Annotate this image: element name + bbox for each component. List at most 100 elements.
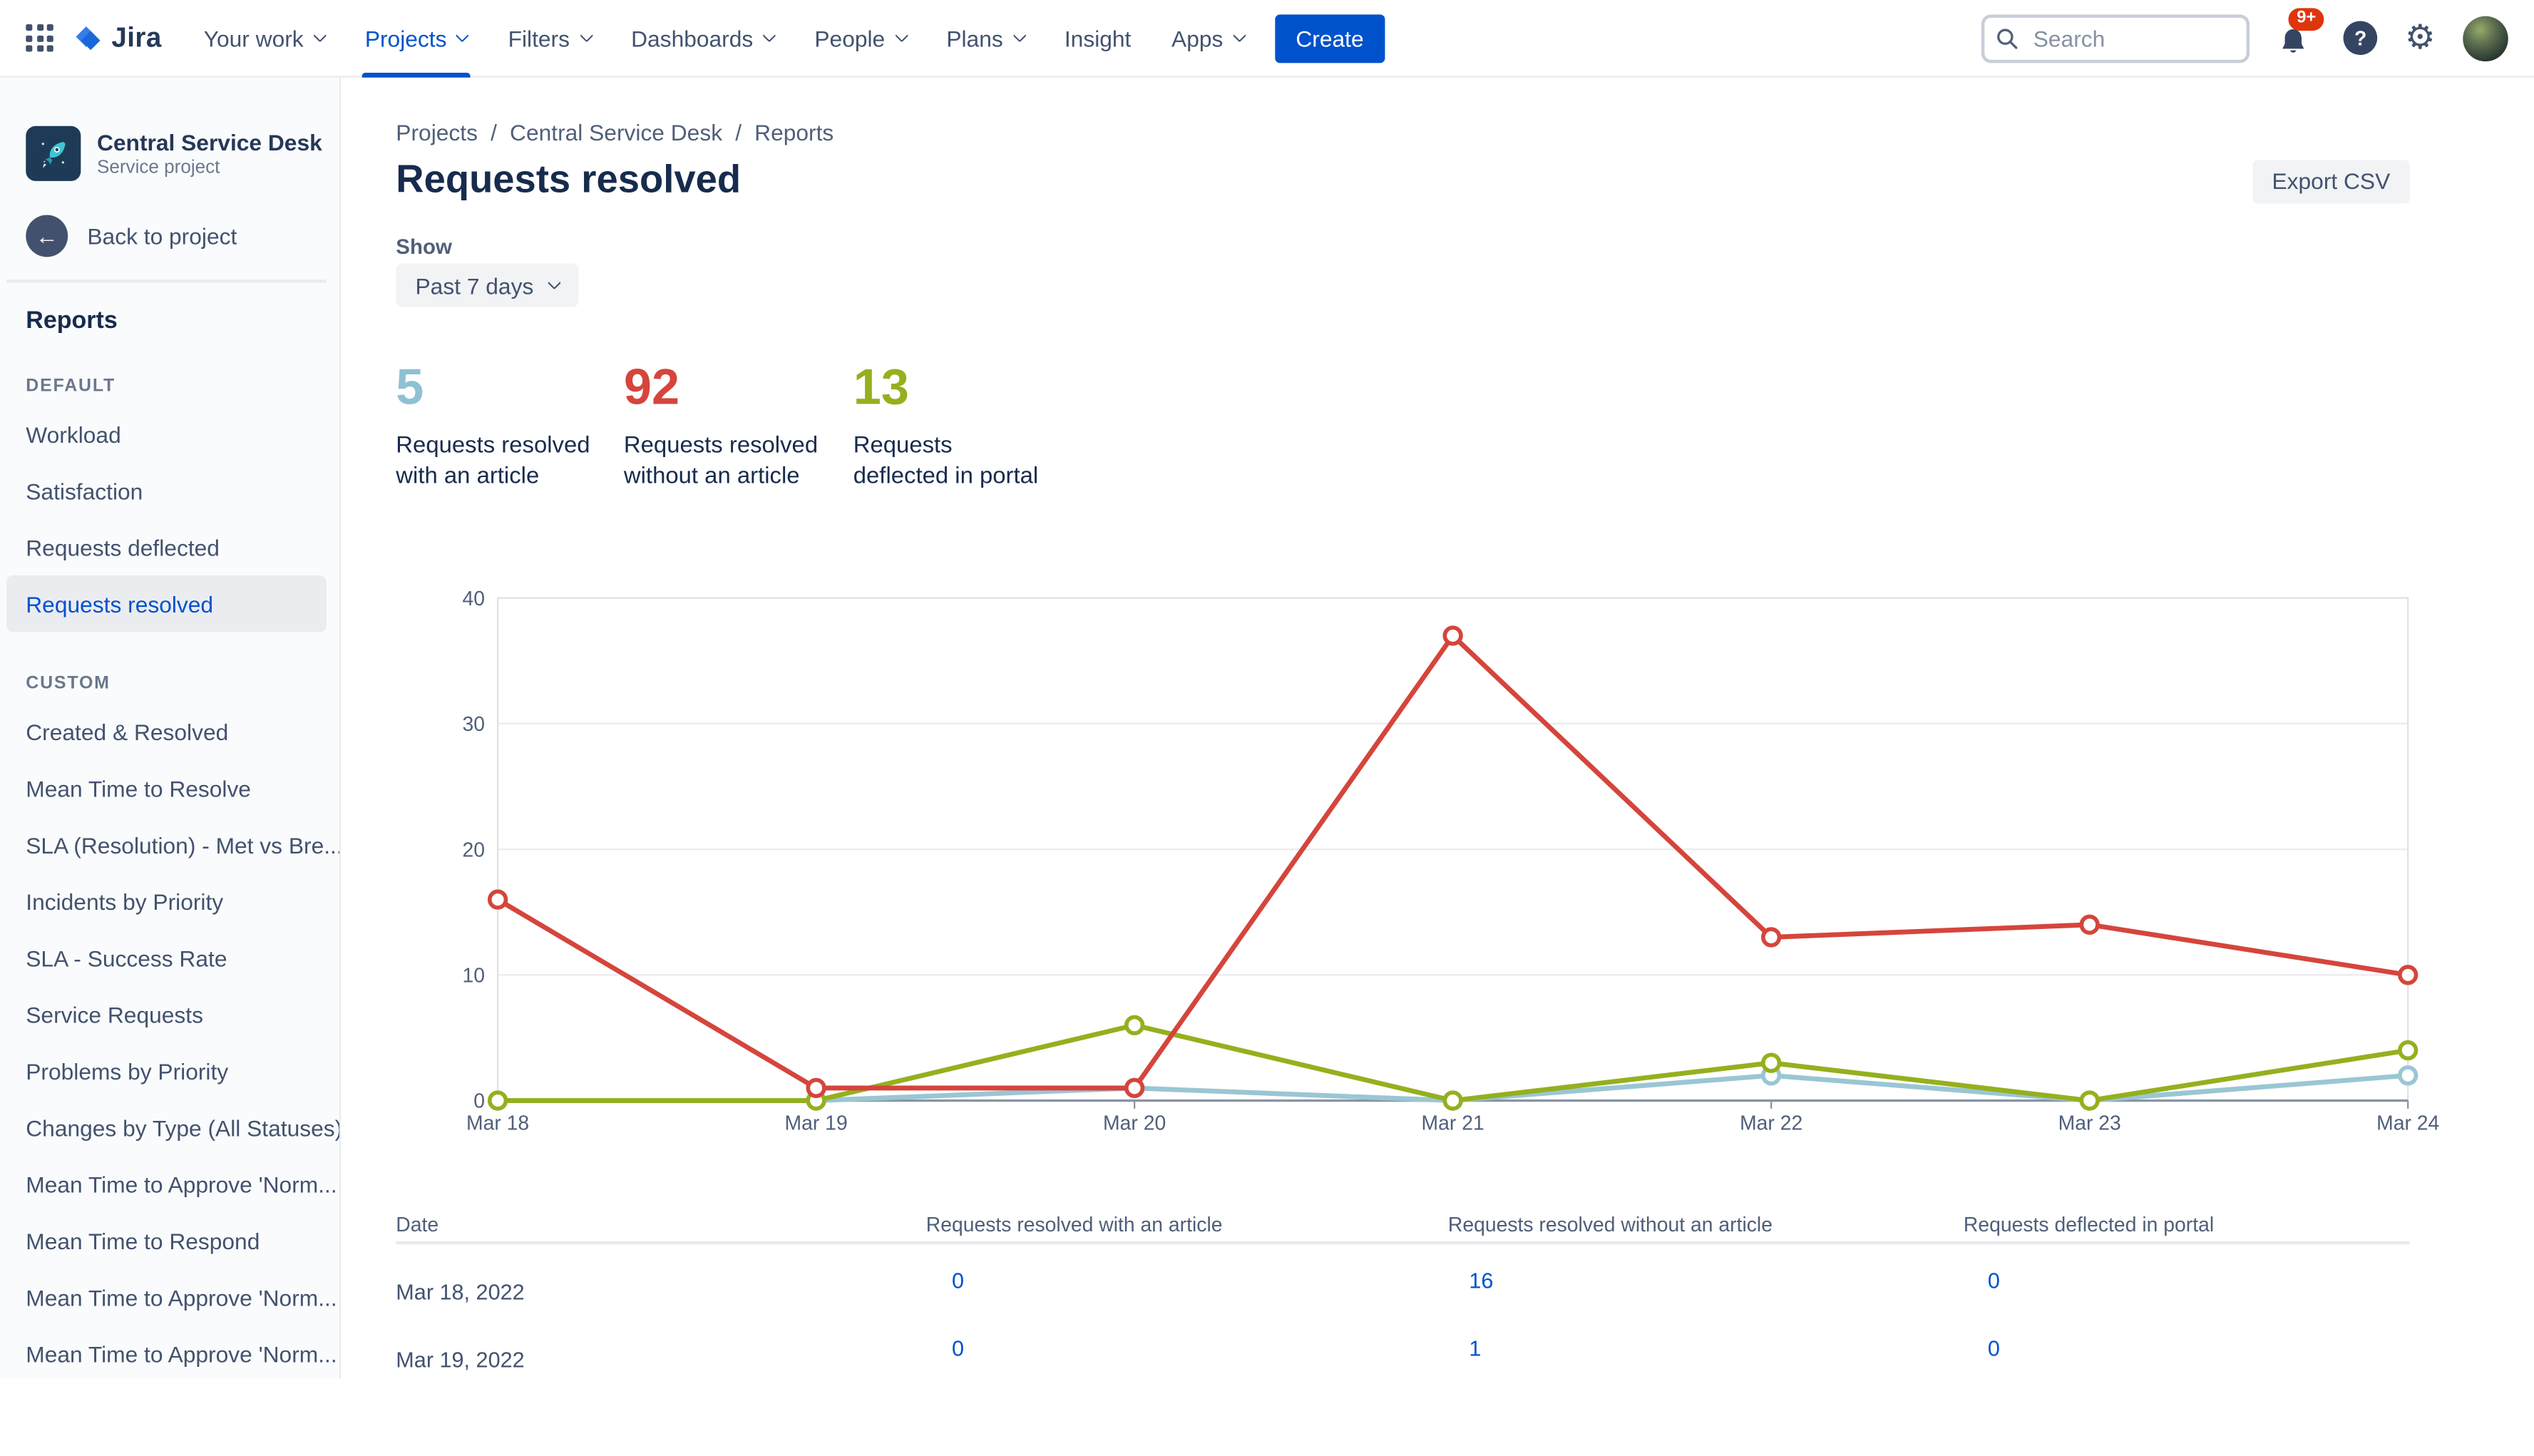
nav-item-filters[interactable]: Filters bbox=[508, 0, 593, 77]
notification-badge: 9+ bbox=[2288, 7, 2324, 30]
breadcrumb-link-reports[interactable]: Reports bbox=[754, 119, 834, 145]
sidebar-divider bbox=[6, 280, 327, 283]
settings-gear-icon[interactable]: ⚙ bbox=[2405, 19, 2436, 57]
sidebar-item-mean-time-to-approve-norm[interactable]: Mean Time to Approve 'Norm... bbox=[0, 1268, 339, 1325]
sidebar-item-incidents-by-priority[interactable]: Incidents by Priority bbox=[0, 873, 339, 929]
row-date: Mar 19, 2022 bbox=[396, 1348, 525, 1373]
nav-item-your-work[interactable]: Your work bbox=[204, 0, 327, 77]
notifications-button[interactable]: 9+ bbox=[2277, 7, 2324, 62]
data-point-requests-deflected-in-portal-4 bbox=[1761, 1052, 1782, 1073]
sidebar-item-created-resolved[interactable]: Created & Resolved bbox=[0, 703, 339, 759]
sidebar-item-label: Workload bbox=[26, 421, 121, 447]
project-header[interactable]: Central Service Desk Service project bbox=[26, 125, 323, 181]
chevron-down-icon bbox=[762, 28, 776, 42]
data-point-requests-resolved-without-an-article-4 bbox=[1761, 927, 1782, 948]
sidebar-item-requests-resolved[interactable]: Requests resolved bbox=[6, 575, 327, 632]
sidebar-item-label: Mean Time to Approve 'Norm... bbox=[26, 1283, 337, 1311]
back-to-project[interactable]: ← Back to project bbox=[26, 215, 323, 257]
export-csv-button[interactable]: Export CSV bbox=[2252, 159, 2410, 203]
sidebar-item-satisfaction[interactable]: Satisfaction bbox=[0, 462, 339, 518]
sidebar-item-mean-time-to-respond[interactable]: Mean Time to Respond bbox=[0, 1212, 339, 1268]
sidebar-item-problems-by-priority[interactable]: Problems by Priority bbox=[0, 1042, 339, 1099]
user-avatar[interactable] bbox=[2463, 15, 2508, 61]
project-name: Central Service Desk bbox=[96, 129, 322, 155]
column-header-requests-deflected-in-portal: Requests deflected in portal bbox=[1963, 1214, 2215, 1236]
app-switcher-icon[interactable] bbox=[26, 24, 53, 52]
create-button[interactable]: Create bbox=[1274, 14, 1385, 63]
nav-item-plans[interactable]: Plans bbox=[946, 0, 1027, 77]
breadcrumb-link-projects[interactable]: Projects bbox=[396, 119, 478, 145]
nav-item-apps[interactable]: Apps bbox=[1171, 0, 1246, 77]
sidebar-item-mean-time-to-approve-norm[interactable]: Mean Time to Approve 'Norm... bbox=[0, 1326, 339, 1378]
date-range-dropdown[interactable]: Past 7 days bbox=[396, 263, 579, 307]
nav-item-label: People bbox=[814, 25, 886, 51]
svg-text:0: 0 bbox=[473, 1090, 485, 1113]
nav-item-label: Insight bbox=[1064, 25, 1132, 51]
breadcrumb: Projects / Central Service Desk / Reports bbox=[396, 120, 833, 145]
sidebar-item-workload[interactable]: Workload bbox=[0, 406, 339, 462]
sidebar-item-sla-success-rate[interactable]: SLA - Success Rate bbox=[0, 929, 339, 985]
table-row: Mar 18, 2022 0 16 0 bbox=[396, 1263, 2409, 1331]
table-row: Mar 19, 2022 0 1 0 bbox=[396, 1332, 2409, 1400]
primary-nav: Your work Projects Filters Dashboards People… bbox=[204, 0, 1246, 77]
stat-requests-resolved-with-an-article: 5 Requests resolved with an article bbox=[396, 359, 614, 493]
breadcrumb-link-central-service-desk[interactable]: Central Service Desk bbox=[510, 119, 723, 145]
sidebar-item-mean-time-to-approve-norm[interactable]: Mean Time to Approve 'Norm... bbox=[0, 1156, 339, 1212]
search-input[interactable] bbox=[1981, 14, 2250, 63]
nav-right: 9+ ? ⚙ bbox=[1981, 7, 2508, 63]
jira-logo[interactable]: Jira bbox=[73, 22, 162, 54]
data-point-requests-deflected-in-portal-6 bbox=[2398, 1040, 2418, 1061]
data-point-requests-deflected-in-portal-5 bbox=[2079, 1090, 2100, 1111]
requests-resolved-chart: 0 10 20 30 40 Mar 18 Mar 19 Mar 20 Mar 21 Mar 22 M… bbox=[396, 582, 2439, 1139]
column-header-requests-resolved-without-an-article: Requests resolved without an article bbox=[1447, 1214, 1773, 1236]
nav-item-insight[interactable]: Insight bbox=[1065, 0, 1131, 77]
sidebar-group-list-custom: Created & Resolved Mean Time to Resolve SL… bbox=[0, 703, 339, 1378]
sidebar-item-requests-deflected[interactable]: Requests deflected bbox=[0, 519, 339, 575]
stat-value: 13 bbox=[853, 359, 909, 416]
svg-text:Mar 23: Mar 23 bbox=[2058, 1112, 2121, 1134]
stat-requests-resolved-without-an-article: 92 Requests resolved without an article bbox=[623, 359, 842, 493]
sidebar-item-label: Mean Time to Respond bbox=[26, 1227, 260, 1254]
stat-value: 92 bbox=[623, 359, 680, 416]
nav-item-people[interactable]: People bbox=[814, 0, 908, 77]
sidebar-group-title-default: DEFAULT bbox=[26, 376, 116, 396]
stat-label: Requests resolved with an article bbox=[396, 433, 590, 490]
sidebar-item-label: Mean Time to Resolve bbox=[26, 774, 251, 801]
nav-item-projects[interactable]: Projects bbox=[361, 0, 471, 77]
data-point-requests-resolved-with-an-article-6 bbox=[2398, 1065, 2418, 1086]
chevron-down-icon bbox=[1012, 28, 1027, 42]
notifications-bell-icon bbox=[2282, 28, 2304, 52]
sidebar-item-changes-by-type-all-statuses[interactable]: Changes by Type (All Statuses) bbox=[0, 1099, 339, 1155]
jira-reports-page: Jira Your work Projects Filters Dashboards P… bbox=[0, 0, 2534, 1378]
row-value-link[interactable]: 0 bbox=[952, 1336, 965, 1361]
summary-stats: 5 Requests resolved with an article 92 Requ… bbox=[396, 359, 1365, 570]
row-value-link[interactable]: 0 bbox=[1987, 1268, 2000, 1293]
nav-item-dashboards[interactable]: Dashboards bbox=[631, 0, 776, 77]
sidebar-item-sla-resolution-met-vs-bre[interactable]: SLA (Resolution) - Met vs Bre... bbox=[0, 816, 339, 873]
sidebar-item-label: Incidents by Priority bbox=[26, 888, 224, 914]
data-point-requests-deflected-in-portal-2 bbox=[1124, 1015, 1145, 1035]
sidebar-item-label: Service Requests bbox=[26, 1001, 203, 1027]
project-type: Service project bbox=[96, 158, 220, 178]
data-point-requests-deflected-in-portal-0 bbox=[487, 1090, 508, 1111]
jira-wordmark: Jira bbox=[111, 21, 162, 53]
row-value-link[interactable]: 0 bbox=[1987, 1336, 2000, 1361]
svg-text:Mar 22: Mar 22 bbox=[1740, 1112, 1802, 1134]
chevron-down-icon bbox=[1232, 28, 1246, 42]
rocket-project-icon bbox=[26, 125, 81, 181]
sidebar-item-mean-time-to-resolve[interactable]: Mean Time to Resolve bbox=[0, 759, 339, 816]
help-icon[interactable]: ? bbox=[2343, 21, 2378, 56]
row-value-link[interactable]: 16 bbox=[1469, 1268, 1494, 1293]
nav-item-label: Dashboards bbox=[631, 25, 754, 51]
row-value-link[interactable]: 1 bbox=[1469, 1336, 1482, 1361]
top-nav: Jira Your work Projects Filters Dashboards P… bbox=[0, 0, 2534, 78]
chevron-down-icon bbox=[548, 276, 562, 290]
chevron-down-icon bbox=[456, 28, 470, 42]
series-line-requests-resolved-without-an-article bbox=[495, 633, 2411, 1091]
sidebar-item-label: Mean Time to Approve 'Norm... bbox=[26, 1171, 337, 1197]
data-point-requests-resolved-without-an-article-3 bbox=[1442, 625, 1463, 646]
row-value-link[interactable]: 0 bbox=[952, 1268, 965, 1293]
table-header-divider bbox=[396, 1241, 2410, 1245]
sidebar-item-service-requests[interactable]: Service Requests bbox=[0, 986, 339, 1042]
sidebar-groups: DEFAULT Workload Satisfaction Requests defl… bbox=[0, 376, 339, 1378]
